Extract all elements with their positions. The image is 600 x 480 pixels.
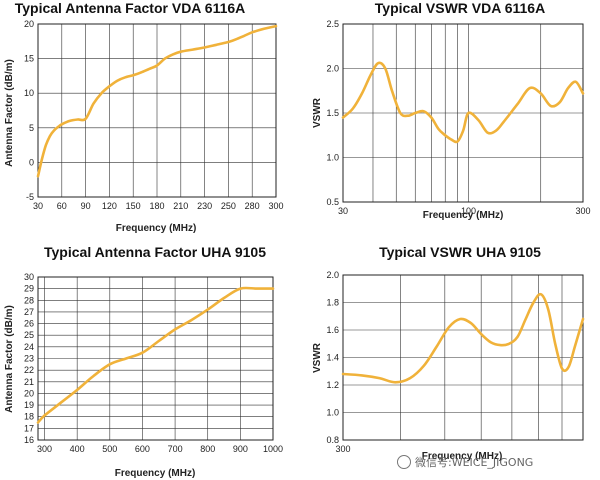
y-tick-label: 1.4 — [326, 353, 339, 363]
y-tick-label: 1.6 — [326, 325, 339, 335]
watermark-text: 微信号:WEICE_JIGONG — [415, 455, 533, 469]
y-tick-label: -5 — [26, 192, 34, 202]
y-tick-label: 27 — [24, 307, 34, 317]
y-tick-label: 1.5 — [326, 108, 339, 118]
chart-vswr-vda6116a: Typical VSWR VDA 6116A Frequency (MHz) V… — [312, 0, 591, 221]
chart-antenna-factor-uha9105: Typical Antenna Factor UHA 9105 Frequenc… — [4, 244, 283, 479]
y-tick-label: 5 — [29, 123, 34, 133]
y-tick-label: 20 — [24, 388, 34, 398]
x-tick-label: 250 — [221, 201, 236, 211]
plot-frame — [37, 23, 277, 198]
y-tick-label: 0.5 — [326, 197, 339, 207]
x-axis-label: Frequency (MHz) — [423, 210, 504, 221]
x-tick-label: 180 — [149, 201, 164, 211]
y-tick-label: 18 — [24, 412, 34, 422]
y-tick-label: 2.0 — [326, 64, 339, 74]
x-tick-label: 30 — [33, 201, 43, 211]
x-axis-label: Frequency (MHz) — [116, 223, 197, 234]
x-tick-label: 300 — [575, 206, 590, 216]
x-tick-label: 300 — [37, 444, 52, 454]
y-tick-label: 24 — [24, 342, 34, 352]
y-tick-label: 17 — [24, 423, 34, 433]
y-tick-label: 19 — [24, 400, 34, 410]
series-line — [36, 286, 275, 424]
series-line — [36, 24, 278, 178]
y-tick-label: 25 — [24, 330, 34, 340]
plot-frame — [342, 274, 584, 441]
x-tick-label: 90 — [81, 201, 91, 211]
chart-title: Typical VSWR VDA 6116A — [375, 0, 545, 16]
x-tick-label: 280 — [245, 201, 260, 211]
chart-vswr-uha9105: Typical VSWR UHA 9105 Frequency (MHz) VS… — [312, 244, 585, 462]
y-axis-label: Antenna Factor (dB/m) — [4, 59, 15, 167]
x-tick-label: 400 — [70, 444, 85, 454]
y-tick-label: 1.2 — [326, 380, 339, 390]
y-tick-label: 20 — [24, 19, 34, 29]
x-tick-label: 600 — [135, 444, 150, 454]
y-tick-label: 2.0 — [326, 270, 339, 280]
x-tick-label: 300 — [335, 444, 350, 454]
watermark: 微信号:WEICE_JIGONG — [397, 455, 533, 469]
y-tick-label: 16 — [24, 435, 34, 445]
wechat-icon — [397, 455, 411, 469]
y-axis-label: VSWR — [312, 342, 323, 373]
x-tick-label: 30 — [338, 206, 348, 216]
x-axis-label: Frequency (MHz) — [422, 451, 503, 462]
x-tick-label: 150 — [126, 201, 141, 211]
y-tick-label: 0 — [29, 157, 34, 167]
chart-title: Typical VSWR UHA 9105 — [379, 244, 541, 260]
series-line — [341, 61, 585, 144]
y-axis-label: VSWR — [312, 97, 323, 128]
x-tick-label: 900 — [233, 444, 248, 454]
plot-frame — [342, 23, 584, 203]
y-tick-label: 23 — [24, 354, 34, 364]
y-tick-label: 21 — [24, 377, 34, 387]
x-axis-label: Frequency (MHz) — [115, 468, 196, 479]
x-tick-label: 500 — [102, 444, 117, 454]
y-tick-label: 15 — [24, 54, 34, 64]
x-tick-label: 300 — [268, 201, 283, 211]
chart-title: Typical Antenna Factor UHA 9105 — [44, 244, 266, 260]
y-axis-label: Antenna Factor (dB/m) — [4, 305, 15, 413]
y-tick-label: 22 — [24, 365, 34, 375]
y-tick-label: 30 — [24, 272, 34, 282]
x-tick-label: 210 — [173, 201, 188, 211]
y-tick-label: 28 — [24, 295, 34, 305]
x-tick-label: 100 — [461, 206, 476, 216]
series-line — [341, 292, 585, 384]
y-tick-label: 1.0 — [326, 408, 339, 418]
y-tick-label: 1.8 — [326, 298, 339, 308]
y-tick-label: 26 — [24, 319, 34, 329]
x-tick-label: 700 — [168, 444, 183, 454]
x-tick-label: 120 — [102, 201, 117, 211]
x-tick-label: 230 — [197, 201, 212, 211]
y-tick-label: 1.0 — [326, 153, 339, 163]
chart-antenna-factor-vda6116a: Typical Antenna Factor VDA 6116A Frequen… — [4, 0, 284, 234]
y-tick-label: 10 — [24, 88, 34, 98]
y-tick-label: 2.5 — [326, 19, 339, 29]
plot-frame — [37, 276, 274, 441]
chart-title: Typical Antenna Factor VDA 6116A — [15, 0, 246, 16]
x-tick-label: 60 — [57, 201, 67, 211]
x-tick-label: 1000 — [263, 444, 283, 454]
y-tick-label: 29 — [24, 284, 34, 294]
x-tick-label: 800 — [200, 444, 215, 454]
y-tick-label: 0.8 — [326, 435, 339, 445]
